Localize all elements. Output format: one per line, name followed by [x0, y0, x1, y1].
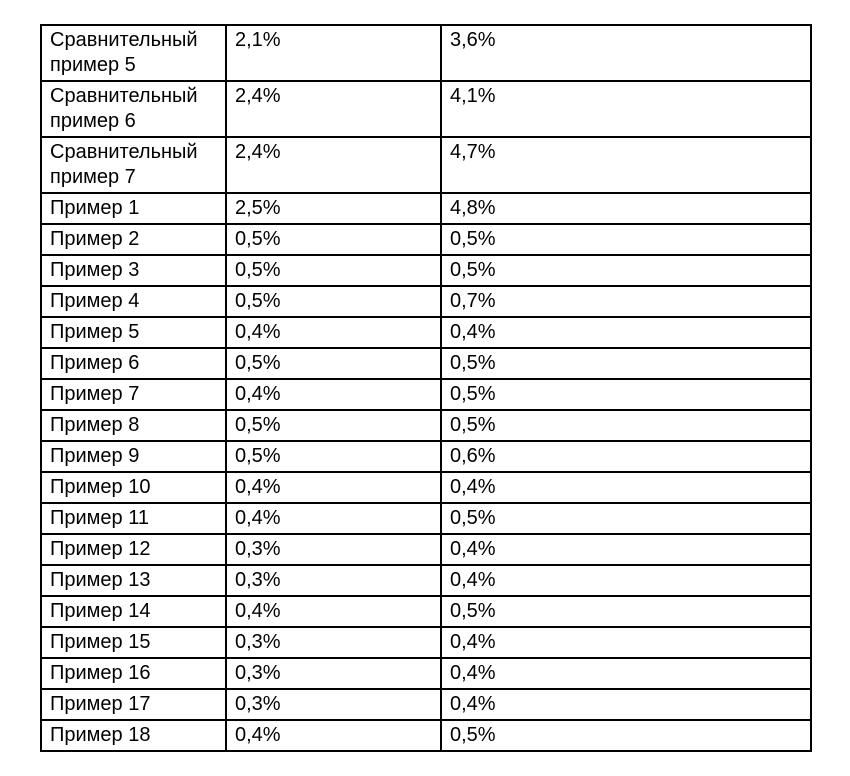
table-row: Пример 170,3%0,4% [41, 689, 811, 720]
table-row: Пример 70,4%0,5% [41, 379, 811, 410]
row-label: Пример 6 [41, 348, 226, 379]
table-row: Пример 80,5%0,5% [41, 410, 811, 441]
row-value-2: 4,7% [441, 137, 811, 193]
row-value-2: 0,5% [441, 348, 811, 379]
row-value-1: 0,5% [226, 410, 441, 441]
row-value-1: 0,3% [226, 565, 441, 596]
row-value-1: 2,5% [226, 193, 441, 224]
table-row: Пример 30,5%0,5% [41, 255, 811, 286]
row-value-2: 0,4% [441, 658, 811, 689]
row-value-2: 0,4% [441, 534, 811, 565]
row-value-1: 2,1% [226, 25, 441, 81]
row-label: Пример 12 [41, 534, 226, 565]
row-value-2: 0,5% [441, 503, 811, 534]
table-row: Сравнительный пример 72,4%4,7% [41, 137, 811, 193]
row-value-1: 0,3% [226, 534, 441, 565]
row-value-2: 0,5% [441, 379, 811, 410]
row-label: Пример 4 [41, 286, 226, 317]
row-value-2: 0,5% [441, 596, 811, 627]
row-value-2: 3,6% [441, 25, 811, 81]
row-label: Пример 2 [41, 224, 226, 255]
row-value-1: 0,5% [226, 441, 441, 472]
row-label: Пример 5 [41, 317, 226, 348]
row-value-1: 0,3% [226, 627, 441, 658]
row-value-1: 0,4% [226, 503, 441, 534]
table-row: Пример 40,5%0,7% [41, 286, 811, 317]
table-row: Пример 50,4%0,4% [41, 317, 811, 348]
row-value-2: 0,4% [441, 689, 811, 720]
table-row: Пример 100,4%0,4% [41, 472, 811, 503]
row-value-1: 0,5% [226, 286, 441, 317]
table-row: Пример 110,4%0,5% [41, 503, 811, 534]
row-label: Пример 10 [41, 472, 226, 503]
row-value-1: 0,5% [226, 255, 441, 286]
table-row: Пример 60,5%0,5% [41, 348, 811, 379]
table-row: Пример 160,3%0,4% [41, 658, 811, 689]
row-label: Пример 17 [41, 689, 226, 720]
row-label: Пример 15 [41, 627, 226, 658]
row-label: Пример 3 [41, 255, 226, 286]
row-value-1: 0,5% [226, 348, 441, 379]
row-value-1: 0,3% [226, 658, 441, 689]
row-label: Сравнительный пример 6 [41, 81, 226, 137]
row-value-1: 0,3% [226, 689, 441, 720]
row-label: Пример 7 [41, 379, 226, 410]
row-label: Пример 14 [41, 596, 226, 627]
row-label: Пример 9 [41, 441, 226, 472]
row-value-1: 0,4% [226, 472, 441, 503]
row-label: Сравнительный пример 5 [41, 25, 226, 81]
row-value-2: 0,4% [441, 627, 811, 658]
comparison-table: Сравнительный пример 52,1%3,6%Сравнитель… [40, 24, 812, 752]
row-value-1: 0,4% [226, 317, 441, 348]
row-value-2: 0,4% [441, 317, 811, 348]
row-label: Пример 8 [41, 410, 226, 441]
row-label: Пример 16 [41, 658, 226, 689]
table-row: Сравнительный пример 62,4%4,1% [41, 81, 811, 137]
row-label: Пример 1 [41, 193, 226, 224]
row-value-2: 0,7% [441, 286, 811, 317]
row-value-1: 0,4% [226, 596, 441, 627]
row-value-2: 0,5% [441, 255, 811, 286]
row-label: Сравнительный пример 7 [41, 137, 226, 193]
row-value-2: 0,4% [441, 565, 811, 596]
table-row: Пример 150,3%0,4% [41, 627, 811, 658]
table-row: Пример 120,3%0,4% [41, 534, 811, 565]
row-value-1: 0,4% [226, 379, 441, 410]
row-value-2: 0,5% [441, 410, 811, 441]
row-label: Пример 13 [41, 565, 226, 596]
table-row: Пример 90,5%0,6% [41, 441, 811, 472]
table-row: Пример 12,5%4,8% [41, 193, 811, 224]
row-value-2: 4,1% [441, 81, 811, 137]
row-value-2: 0,5% [441, 224, 811, 255]
row-value-1: 2,4% [226, 137, 441, 193]
row-value-1: 2,4% [226, 81, 441, 137]
table-row: Сравнительный пример 52,1%3,6% [41, 25, 811, 81]
row-value-2: 0,4% [441, 472, 811, 503]
row-label: Пример 11 [41, 503, 226, 534]
row-value-1: 0,5% [226, 224, 441, 255]
table-row: Пример 20,5%0,5% [41, 224, 811, 255]
table-row: Пример 140,4%0,5% [41, 596, 811, 627]
row-value-2: 4,8% [441, 193, 811, 224]
row-value-2: 0,6% [441, 441, 811, 472]
table-row: Пример 130,3%0,4% [41, 565, 811, 596]
